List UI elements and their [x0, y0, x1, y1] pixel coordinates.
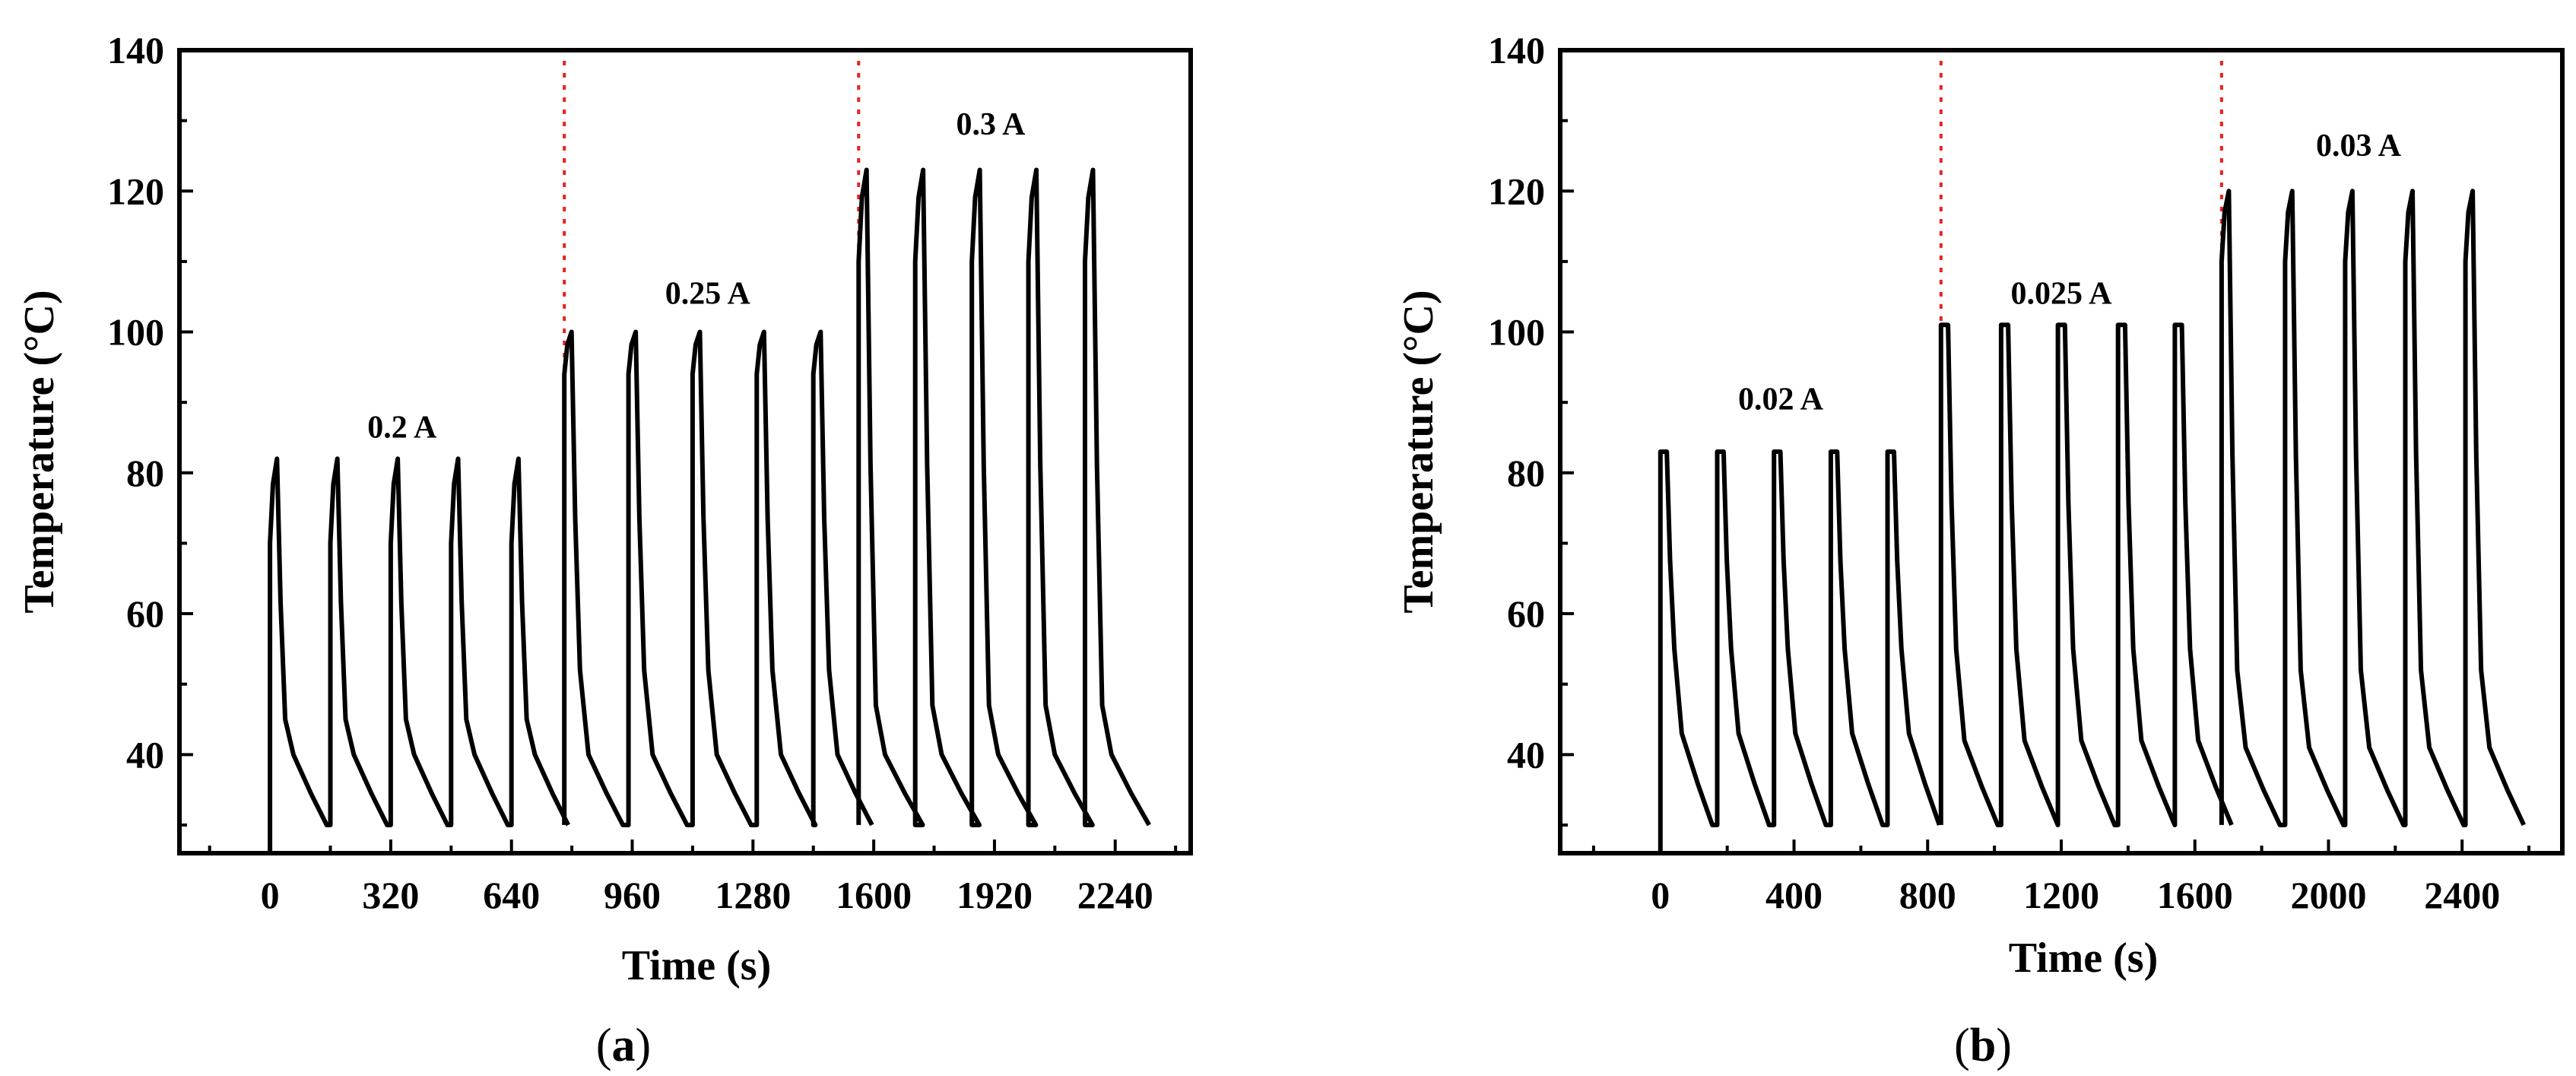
temperature-series-0-02A [1658, 449, 1942, 853]
current-annotation: 0.3 A [956, 107, 1026, 142]
chart-b-plot-frame [1558, 48, 2565, 855]
y-tick-label: 80 [1507, 452, 1545, 494]
x-tick-label: 1920 [956, 874, 1033, 916]
chart-a-series [268, 167, 1151, 853]
y-tick-label: 120 [107, 170, 164, 212]
temperature-series-0-3A [856, 167, 1151, 827]
y-tick-label: 80 [126, 452, 164, 494]
x-tick-label: 1200 [2023, 874, 2099, 916]
chart-a-y-ticks: 40 60 80 100 120 140 [107, 29, 193, 827]
chart-a: 0 320 640 960 1280 1600 1920 2240 40 60 80 100 120 1… [16, 29, 1193, 1071]
y-tick-label: 140 [1488, 29, 1545, 71]
temperature-series-0-25A [562, 329, 874, 827]
chart-b-x-ticks: 0 400 800 1200 1600 2000 2400 [1591, 840, 2531, 916]
chart-b-series [1658, 189, 2527, 853]
y-tick-label: 40 [1507, 733, 1545, 776]
x-tick-label: 320 [362, 874, 419, 916]
chart-a-x-axis-label: Time (s) [622, 942, 772, 989]
current-annotation: 0.025 A [2010, 276, 2112, 311]
chart-a-y-axis-label: Temperature (°C) [16, 290, 63, 613]
x-tick-label: 960 [604, 874, 661, 916]
temperature-series-0-03A [2219, 189, 2527, 827]
temperature-series-0-2A [268, 456, 570, 853]
y-tick-label: 60 [1507, 592, 1545, 635]
x-tick-label: 1600 [2157, 874, 2233, 916]
y-tick-label: 120 [1488, 170, 1545, 212]
x-tick-label: 640 [483, 874, 540, 916]
y-tick-label: 100 [107, 311, 164, 354]
chart-b-dividers [1939, 61, 2223, 628]
chart-a-annotations: 0.2 A 0.25 A 0.3 A [367, 107, 1026, 445]
chart-b-panel-letter: b [1970, 1020, 1996, 1071]
chart-b-panel-label: (b) [1954, 1020, 2012, 1071]
chart-b-y-ticks: 40 60 80 100 120 140 [1488, 29, 1574, 827]
x-tick-label: 400 [1765, 874, 1823, 916]
chart-b-y-axis-label: Temperature (°C) [1395, 290, 1442, 613]
y-tick-label: 100 [1488, 311, 1545, 354]
chart-b-annotations: 0.02 A 0.025 A 0.03 A [1738, 129, 2402, 417]
chart-a-x-ticks: 0 320 640 960 1280 1600 1920 2240 [208, 840, 1178, 916]
chart-b-x-axis-label: Time (s) [2009, 935, 2159, 982]
current-annotation: 0.03 A [2316, 129, 2402, 163]
y-tick-label: 60 [126, 592, 164, 635]
chart-b: 0 400 800 1200 1600 2000 2400 406080100120140 … [1395, 29, 2565, 1071]
current-annotation: 0.02 A [1738, 382, 1824, 417]
chart-a-panel-letter: a [612, 1020, 636, 1071]
x-tick-label: 2000 [2290, 874, 2366, 916]
x-tick-label: 0 [1651, 874, 1670, 916]
x-tick-label: 2400 [2424, 874, 2500, 916]
x-tick-label: 1280 [715, 874, 791, 916]
chart-a-plot-frame [177, 48, 1193, 855]
x-tick-label: 2240 [1077, 874, 1153, 916]
y-tick-label: 40 [126, 733, 164, 776]
current-annotation: 0.25 A [665, 276, 751, 311]
x-tick-label: 1600 [836, 874, 912, 916]
current-annotation: 0.2 A [367, 410, 437, 445]
chart-a-panel-label: (a) [596, 1020, 651, 1071]
x-tick-label: 800 [1899, 874, 1956, 916]
x-tick-label: 0 [261, 874, 280, 916]
temperature-series-0-025A [1938, 322, 2234, 827]
y-tick-label: 140 [107, 29, 164, 71]
